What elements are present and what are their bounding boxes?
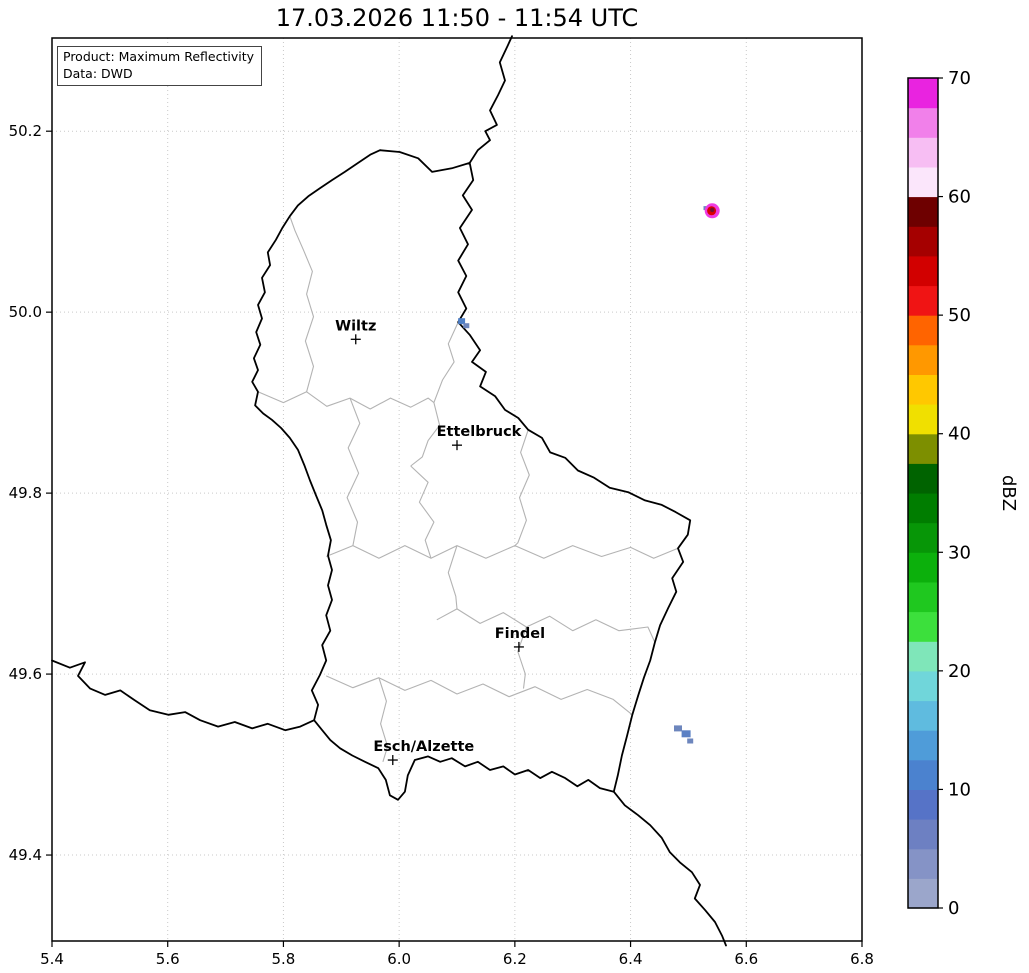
radar-echo-weak-se [681, 730, 691, 738]
x-tick-label: 6.8 [850, 950, 874, 968]
product-info-box: Product: Maximum Reflectivity Data: DWD [57, 46, 263, 86]
x-tick-label: 6.0 [387, 950, 411, 968]
colorbar-tick-label: 70 [948, 68, 971, 89]
district-border [447, 545, 458, 609]
city-label: Wiltz [335, 318, 376, 334]
radar-echo-weak-our [463, 323, 470, 329]
plot-frame [51, 37, 863, 942]
y-tick-label: 49.4 [9, 846, 42, 864]
colorbar-segment [908, 641, 938, 672]
colorbar-segment [908, 255, 938, 287]
district-border [325, 545, 679, 559]
city-label: Esch/Alzette [373, 739, 474, 755]
colorbar-tick-label: 0 [948, 898, 959, 919]
colorbar-segment [908, 581, 938, 613]
radar-echo-weak-our [458, 318, 466, 325]
y-tick-label: 49.6 [9, 665, 42, 683]
border-southwest-extension [51, 659, 315, 732]
colorbar-segment [908, 344, 938, 375]
colorbar-tick-label: 60 [948, 187, 971, 208]
y-tick-label: 49.8 [9, 484, 42, 502]
district-border [517, 626, 527, 689]
colorbar-segment [908, 374, 938, 405]
colorbar-segment [908, 878, 938, 909]
colorbar-segment [908, 433, 938, 464]
colorbar-segment [908, 552, 938, 583]
colorbar-segment [908, 670, 938, 702]
colorbar-segment [908, 226, 938, 257]
district-border [289, 216, 315, 392]
district-border [410, 465, 435, 559]
luxembourg-border [251, 149, 692, 801]
city-label: Ettelbruck [437, 424, 522, 440]
colorbar-tick-label: 10 [948, 779, 971, 800]
colorbar-axis-label: dBZ [998, 475, 1019, 511]
district-border [346, 397, 361, 546]
colorbar-segment [908, 789, 938, 820]
colorbar-segment [908, 522, 938, 553]
y-tick-label: 50.2 [9, 122, 42, 140]
colorbar-segment [908, 404, 938, 435]
x-tick-label: 5.4 [40, 950, 64, 968]
district-border [410, 321, 459, 467]
colorbar-segment [908, 166, 938, 198]
colorbar-segment [908, 196, 938, 227]
colorbar-segment [908, 315, 938, 346]
product-label: Product: Maximum Reflectivity [63, 49, 255, 64]
x-tick-label: 6.4 [619, 950, 643, 968]
border-southeast-extension [612, 790, 727, 947]
district-border [257, 391, 435, 410]
district-border [514, 429, 530, 547]
city-label: Findel [495, 626, 545, 642]
colorbar-segment [908, 493, 938, 524]
border-north-extension [468, 35, 513, 164]
x-tick-label: 6.6 [734, 950, 758, 968]
colorbar-tick-label: 20 [948, 661, 971, 682]
colorbar-segment [908, 78, 938, 109]
radar-echo-weak-se [687, 738, 694, 744]
colorbar-segment [908, 700, 938, 731]
colorbar-segment [908, 107, 938, 138]
colorbar-segment [908, 759, 938, 790]
district-border [436, 608, 656, 643]
colorbar-segment [908, 730, 938, 761]
x-tick-label: 5.6 [156, 950, 180, 968]
colorbar-segment [908, 137, 938, 168]
y-tick-label: 50.0 [9, 303, 42, 321]
x-tick-label: 5.8 [271, 950, 295, 968]
radar-echo-weak-se [674, 725, 682, 732]
colorbar-tick-label: 30 [948, 542, 971, 563]
radar-echo-strong-ne [710, 207, 715, 213]
colorbar-segment [908, 463, 938, 494]
x-tick-label: 6.2 [503, 950, 527, 968]
page-title: 17.03.2026 11:50 - 11:54 UTC [275, 4, 639, 32]
colorbar-tick-label: 50 [948, 305, 971, 326]
colorbar-tick-label: 40 [948, 424, 971, 445]
colorbar-frame [907, 77, 939, 909]
district-border [378, 677, 389, 762]
colorbar-segment [908, 285, 938, 316]
data-source-label: Data: DWD [63, 65, 133, 81]
colorbar-segment [908, 819, 938, 850]
colorbar-segment [908, 848, 938, 879]
colorbar-segment [908, 611, 938, 642]
district-border [325, 675, 633, 716]
